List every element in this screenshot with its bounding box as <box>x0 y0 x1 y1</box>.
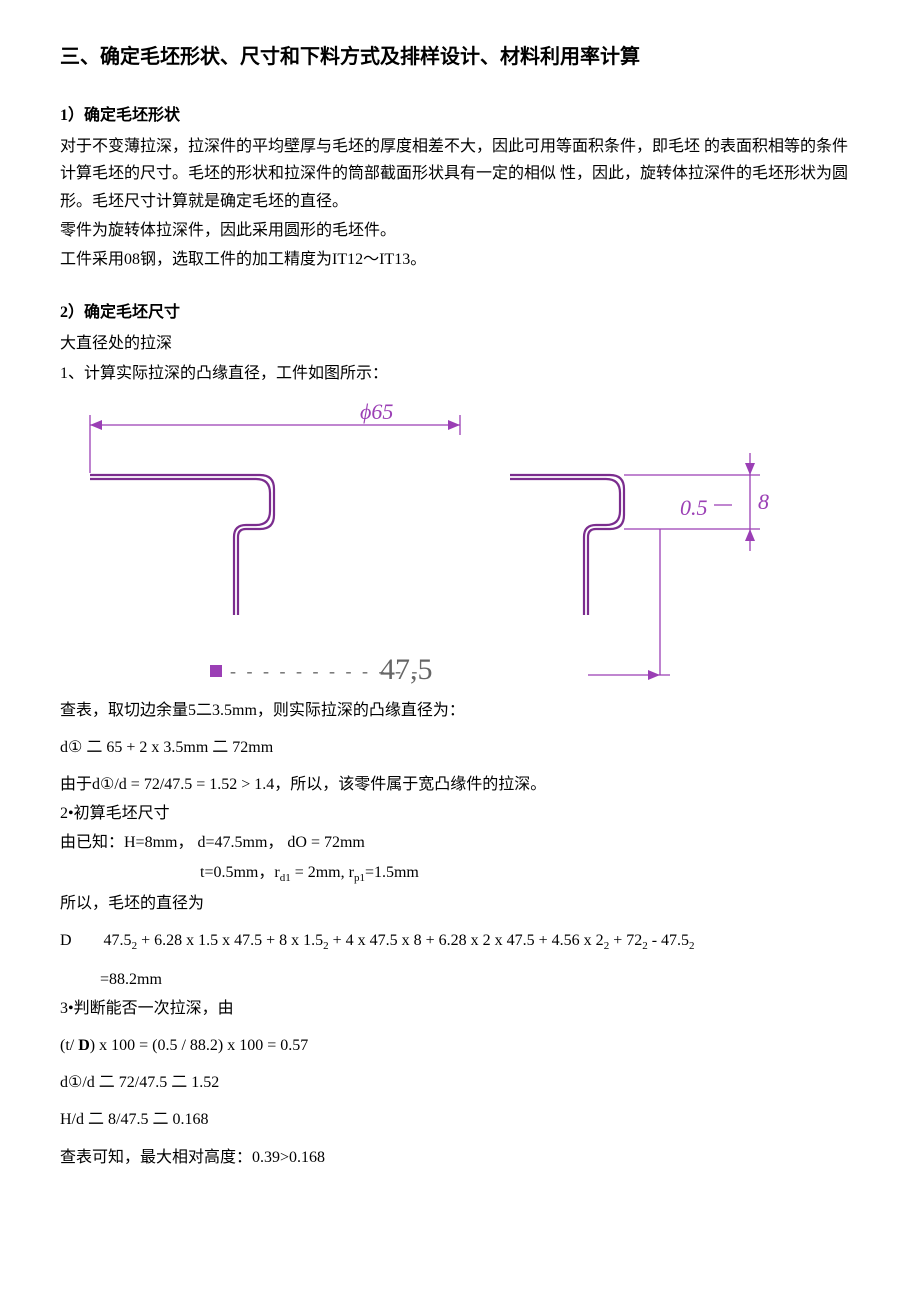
line4: 2•初算毛坯尺寸 <box>60 800 860 827</box>
line13: H/d 二 8/47.5 二 0.168 <box>60 1106 860 1133</box>
line5: 由已知：H=8mm， d=47.5mm， dO = 72mm <box>60 829 860 856</box>
dim-05: 0.5 <box>680 495 708 520</box>
sec2-p2: 1、计算实际拉深的凸缘直径，工件如图所示： <box>60 360 860 387</box>
line8: D 47.52 + 6.28 x 1.5 x 47.5 + 8 x 1.52 +… <box>60 927 860 956</box>
diagram-row: ϕ65 - - - - - - - - - - - - 47,5 8 0.5 <box>60 395 860 695</box>
line6: t=0.5mm，rd1 = 2mm, rp1=1.5mm <box>160 859 860 888</box>
line12: d①/d 二 72/47.5 二 1.52 <box>60 1069 860 1096</box>
sec2-p1: 大直径处的拉深 <box>60 330 860 357</box>
line9: =88.2mm <box>60 966 860 993</box>
line10: 3•判断能否一次拉深，由 <box>60 995 860 1022</box>
phi65-label: ϕ65 <box>360 399 393 424</box>
dim-8: 8 <box>758 489 769 514</box>
right-drawing: 8 0.5 <box>500 395 820 695</box>
diagram-left: ϕ65 - - - - - - - - - - - - 47,5 <box>60 395 500 695</box>
sec1-p3: 工件采用08钢，选取工件的加工精度为IT12〜IT13。 <box>60 246 860 273</box>
line14: 查表可知，最大相对高度：0.39>0.168 <box>60 1144 860 1171</box>
line7: 所以，毛坯的直径为 <box>60 890 860 917</box>
line1: 查表，取切边余量5二3.5mm，则实际拉深的凸缘直径为： <box>60 697 860 724</box>
diagram-right: 8 0.5 <box>500 395 820 695</box>
page-title: 三、确定毛坯形状、尺寸和下料方式及排样设计、材料利用率计算 <box>60 40 860 74</box>
sec1-p2: 零件为旋转体拉深件，因此采用圆形的毛坯件。 <box>60 217 860 244</box>
bottom-475: 47,5 <box>380 653 433 686</box>
left-drawing: ϕ65 - - - - - - - - - - - - 47,5 <box>60 395 500 695</box>
line11: (t/ D) x 100 = (0.5 / 88.2) x 100 = 0.57 <box>60 1032 860 1059</box>
line3: 由于d①/d = 72/47.5 = 1.52 > 1.4，所以，该零件属于宽凸… <box>60 771 860 798</box>
line2: d① 二 65 + 2 x 3.5mm 二 72mm <box>60 734 860 761</box>
sec1-p1: 对于不变薄拉深，拉深件的平均壁厚与毛坯的厚度相差不大，因此可用等面积条件，即毛坯… <box>60 133 860 215</box>
sec2-head: 2）确定毛坯尺寸 <box>60 299 860 326</box>
sec1-head: 1）确定毛坯形状 <box>60 102 860 129</box>
